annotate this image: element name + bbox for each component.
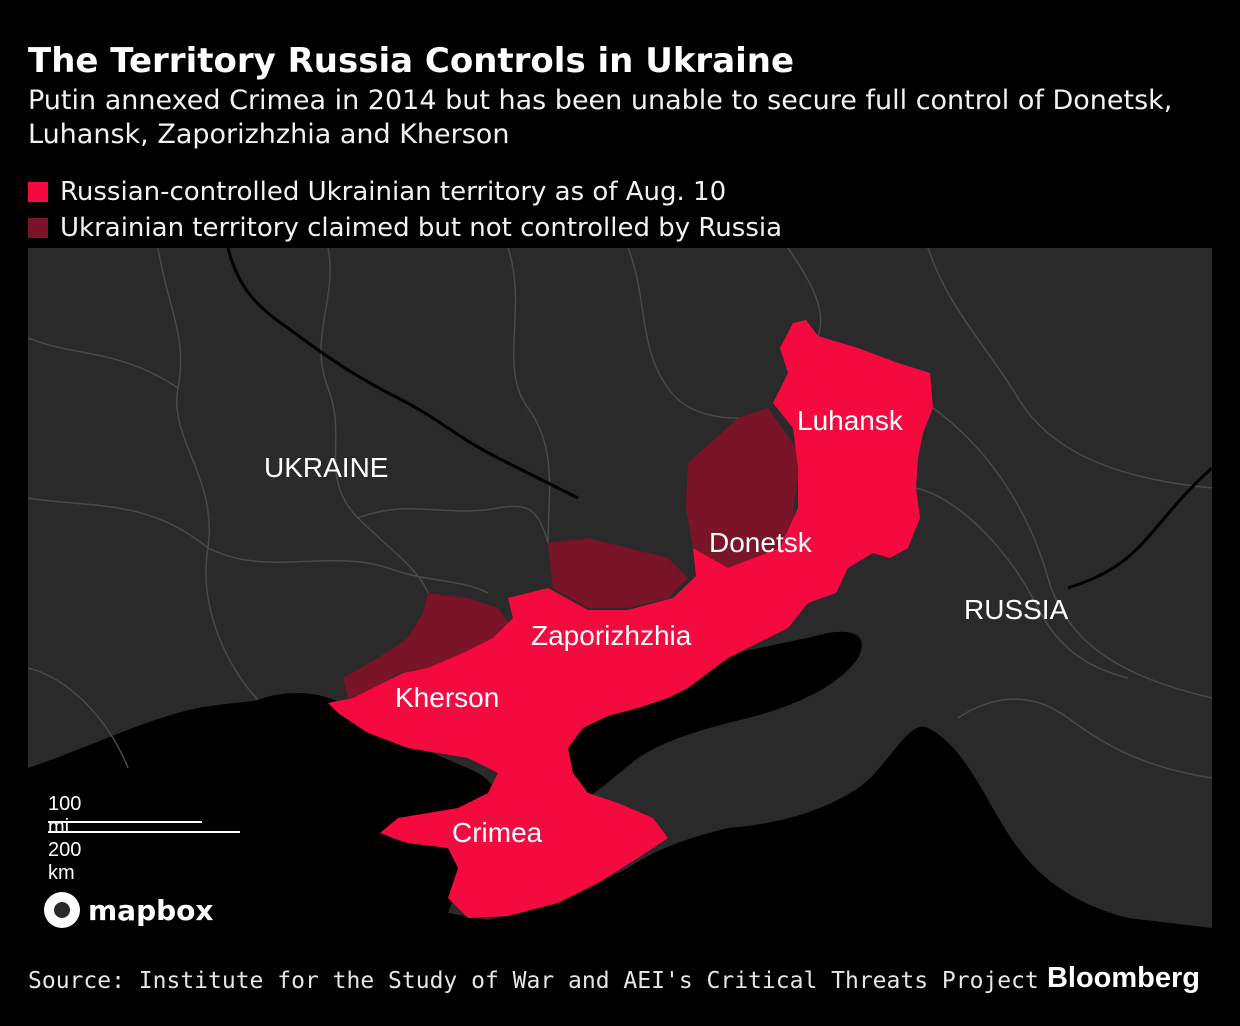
map-svg: [28, 248, 1212, 946]
chart-title: The Territory Russia Controls in Ukraine: [28, 41, 795, 81]
black-sea: [28, 693, 1212, 946]
claimed-zone-north: [686, 408, 798, 568]
map-panel[interactable]: UKRAINE RUSSIA Luhansk Donetsk Zaporizhz…: [28, 248, 1212, 946]
label-kherson: Kherson: [395, 682, 500, 713]
scale-line-miles: [48, 821, 202, 823]
province-borders: [28, 248, 1212, 779]
label-donetsk: Donetsk: [709, 527, 812, 558]
legend-item-claimed: Ukrainian territory claimed but not cont…: [28, 210, 782, 246]
legend-label-claimed: Ukrainian territory claimed but not cont…: [60, 213, 783, 243]
scale-km: 200 km: [48, 839, 82, 884]
source-note: Source: Institute for the Study of War a…: [28, 968, 1039, 994]
label-zaporizhzhia: Zaporizhzhia: [531, 620, 692, 651]
label-crimea: Crimea: [452, 817, 543, 848]
label-russia: RUSSIA: [964, 594, 1069, 625]
mapbox-attribution[interactable]: mapbox: [44, 892, 213, 928]
legend: Russian-controlled Ukrainian territory a…: [28, 174, 782, 246]
legend-swatch-claimed: [28, 218, 48, 238]
sea-of-azov: [551, 631, 862, 804]
label-ukraine: UKRAINE: [264, 452, 389, 483]
legend-label-controlled: Russian-controlled Ukrainian territory a…: [60, 177, 727, 207]
legend-item-controlled: Russian-controlled Ukrainian territory a…: [28, 174, 782, 210]
chart-subtitle: Putin annexed Crimea in 2014 but has bee…: [28, 85, 1173, 150]
scale-line-km: [48, 831, 240, 833]
legend-swatch-controlled: [28, 182, 48, 202]
label-luhansk: Luhansk: [797, 405, 903, 436]
bloomberg-logo: Bloomberg: [1046, 962, 1200, 994]
mapbox-wordmark: mapbox: [88, 893, 214, 927]
controlled-zone: [328, 320, 933, 918]
rivers: [226, 248, 1212, 590]
mapbox-logo-icon: [44, 892, 80, 928]
claimed-zone-zaporizhzhia: [548, 538, 688, 608]
claimed-zone-kherson: [343, 593, 508, 698]
